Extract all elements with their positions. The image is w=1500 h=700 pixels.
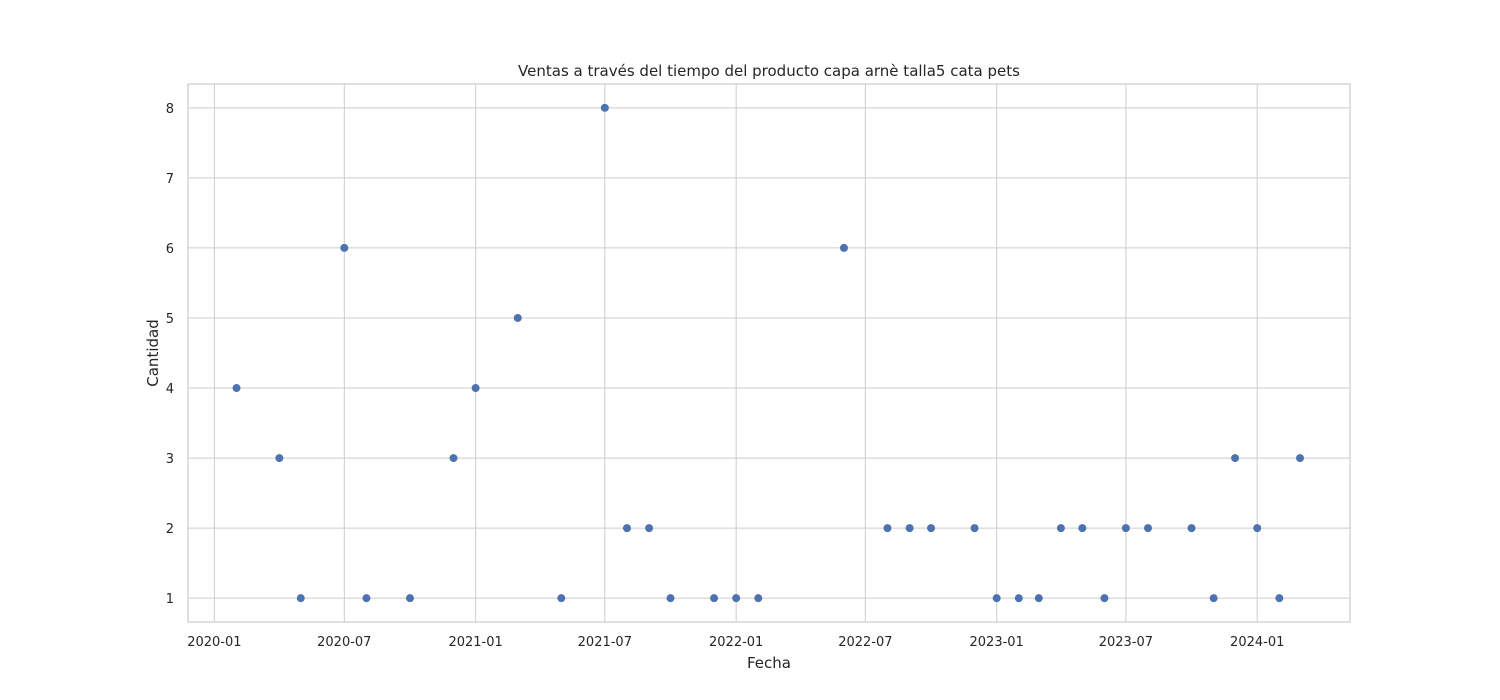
y-axis-label: Cantidad xyxy=(144,319,162,386)
data-point xyxy=(340,243,349,252)
data-point xyxy=(1296,454,1305,463)
data-point xyxy=(1121,524,1130,533)
data-point xyxy=(275,454,284,463)
data-point xyxy=(1034,594,1043,603)
x-tick-labels: 2020-01 2020-07 2021-01 2021-07 2022-01 2022-… xyxy=(187,635,1284,650)
data-point xyxy=(970,524,979,533)
x-tick-label: 2020-07 xyxy=(317,635,371,650)
data-point xyxy=(232,384,241,393)
x-tick-label: 2022-01 xyxy=(709,635,763,650)
data-point xyxy=(666,594,675,603)
x-tick-label: 2021-01 xyxy=(448,635,502,650)
data-point xyxy=(905,524,914,533)
data-point xyxy=(362,594,371,603)
y-tick-label: 5 xyxy=(166,312,174,327)
x-tick-label: 2020-01 xyxy=(187,635,241,650)
data-point xyxy=(1100,594,1109,603)
x-tick-label: 2023-07 xyxy=(1099,635,1153,650)
y-tick-label: 2 xyxy=(166,522,174,537)
y-tick-label: 4 xyxy=(166,382,174,397)
data-point xyxy=(710,594,719,603)
x-tick-label: 2023-01 xyxy=(970,635,1024,650)
y-tick-label: 7 xyxy=(166,172,174,187)
data-point xyxy=(622,524,631,533)
data-point xyxy=(296,594,305,603)
data-point xyxy=(1014,594,1023,603)
data-point xyxy=(471,384,480,393)
y-tick-labels: 1 2 3 4 5 6 7 8 xyxy=(166,102,174,607)
data-point xyxy=(513,313,522,322)
data-point xyxy=(645,524,654,533)
data-point xyxy=(1275,594,1284,603)
data-point xyxy=(1253,524,1262,533)
y-tick-label: 3 xyxy=(166,452,174,467)
data-point xyxy=(1231,454,1240,463)
x-tick-label: 2024-01 xyxy=(1230,635,1284,650)
x-tick-label: 2022-07 xyxy=(838,635,892,650)
data-point xyxy=(732,594,741,603)
data-point xyxy=(1056,524,1065,533)
data-point xyxy=(1144,524,1153,533)
data-point xyxy=(405,594,414,603)
data-point xyxy=(839,243,848,252)
y-tick-label: 8 xyxy=(166,102,174,117)
data-point xyxy=(1078,524,1087,533)
y-tick-label: 1 xyxy=(166,592,174,607)
data-point xyxy=(449,454,458,463)
plot-frame xyxy=(187,83,1351,623)
data-point xyxy=(754,594,763,603)
grid-lines xyxy=(188,84,1350,622)
x-tick-label: 2021-07 xyxy=(578,635,632,650)
data-point xyxy=(600,103,609,112)
y-tick-label: 6 xyxy=(166,242,174,257)
data-point xyxy=(557,594,566,603)
data-point xyxy=(1187,524,1196,533)
data-point xyxy=(927,524,936,533)
x-axis-label: Fecha xyxy=(747,654,791,672)
data-point xyxy=(1209,594,1218,603)
data-point xyxy=(883,524,892,533)
data-points xyxy=(232,103,1305,603)
chart-title: Ventas a través del tiempo del producto … xyxy=(518,62,1020,80)
data-point xyxy=(992,594,1001,603)
